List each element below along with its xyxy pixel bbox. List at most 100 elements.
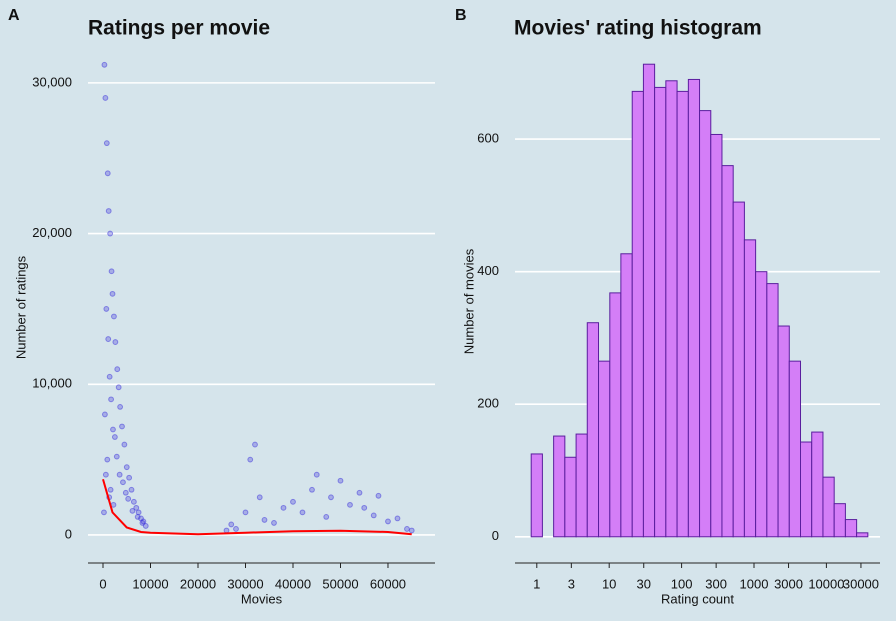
point	[111, 313, 117, 320]
point	[247, 456, 254, 463]
x-tick-label: 30	[637, 576, 651, 591]
point	[280, 504, 287, 511]
bar	[586, 322, 600, 538]
x-tick-label: 0	[99, 576, 106, 591]
bar	[642, 63, 656, 538]
point	[356, 489, 363, 496]
point	[111, 434, 118, 440]
bar	[721, 165, 734, 538]
point	[375, 492, 382, 499]
bar	[564, 456, 577, 538]
x-tick-label: 20000	[180, 576, 216, 591]
x-tick-label: 30000	[227, 576, 263, 591]
point	[104, 170, 111, 177]
x-tick-label: 100	[671, 576, 693, 591]
point	[233, 526, 239, 532]
y-axis-title: Number of movies	[461, 248, 476, 354]
point	[347, 501, 353, 508]
point	[135, 509, 142, 516]
x-tick-label: 3	[568, 576, 575, 591]
x-tick-label: 300	[705, 576, 727, 591]
bar	[732, 201, 745, 538]
point	[104, 456, 111, 463]
point	[313, 471, 320, 478]
x-axis-title: Movies	[241, 591, 283, 606]
point	[134, 513, 141, 520]
y-tick-label: 20,000	[32, 225, 72, 240]
point	[103, 306, 110, 312]
x-tick-label: 1000	[740, 576, 769, 591]
point	[105, 208, 112, 214]
point	[122, 489, 129, 496]
point	[126, 474, 133, 481]
point	[133, 504, 140, 511]
bar	[654, 86, 667, 538]
x-axis-title: Rating count	[661, 591, 734, 606]
point	[323, 513, 330, 520]
bar	[631, 90, 644, 538]
bar	[800, 441, 813, 538]
bar	[844, 519, 858, 538]
bar	[788, 360, 802, 538]
y-tick-label: 30,000	[32, 74, 72, 89]
point	[119, 423, 125, 430]
point	[101, 61, 108, 68]
x-tick-label: 1	[533, 576, 540, 591]
bar	[743, 239, 757, 538]
point	[129, 507, 136, 514]
point	[123, 464, 130, 471]
point	[361, 504, 368, 511]
bar	[665, 80, 678, 538]
x-tick-label: 10000	[132, 576, 168, 591]
point	[103, 140, 110, 147]
x-tick-label: 50000	[322, 576, 358, 591]
point	[107, 230, 114, 237]
point	[102, 411, 108, 418]
bar	[822, 476, 835, 538]
bar	[575, 433, 588, 538]
point	[394, 515, 401, 522]
point	[113, 453, 120, 460]
point	[252, 441, 258, 448]
point	[130, 498, 137, 505]
y-tick-label: 0	[65, 526, 72, 541]
bar	[777, 325, 790, 538]
bar	[811, 431, 824, 538]
point	[370, 512, 377, 519]
point	[261, 517, 268, 523]
smooth-line	[102, 478, 412, 536]
point	[328, 494, 334, 501]
point	[102, 95, 109, 101]
point	[125, 495, 132, 502]
point	[404, 526, 410, 532]
bar	[620, 253, 633, 538]
bar	[598, 360, 611, 538]
point	[121, 441, 128, 448]
bar	[856, 532, 869, 538]
point	[242, 509, 249, 516]
bar	[766, 283, 779, 538]
chart-title: Ratings per movie	[88, 17, 270, 40]
x-tick-label: 60000	[370, 576, 406, 591]
point	[290, 498, 296, 505]
y-tick-label: 0	[492, 528, 499, 543]
point	[116, 471, 123, 478]
point	[114, 366, 121, 373]
point	[128, 486, 135, 493]
bar	[687, 78, 701, 538]
point	[271, 520, 277, 526]
bar	[833, 503, 846, 538]
point	[101, 509, 107, 516]
point	[256, 494, 263, 501]
x-tick-label: 10000	[808, 576, 844, 591]
point	[337, 477, 344, 484]
point	[309, 486, 315, 493]
point	[102, 471, 109, 478]
point	[139, 520, 146, 526]
panel-tag: A	[8, 7, 20, 24]
x-tick-label: 30000	[843, 576, 879, 591]
chart-title: Movies' rating histogram	[514, 17, 762, 40]
point	[120, 479, 126, 486]
bar	[609, 292, 622, 538]
